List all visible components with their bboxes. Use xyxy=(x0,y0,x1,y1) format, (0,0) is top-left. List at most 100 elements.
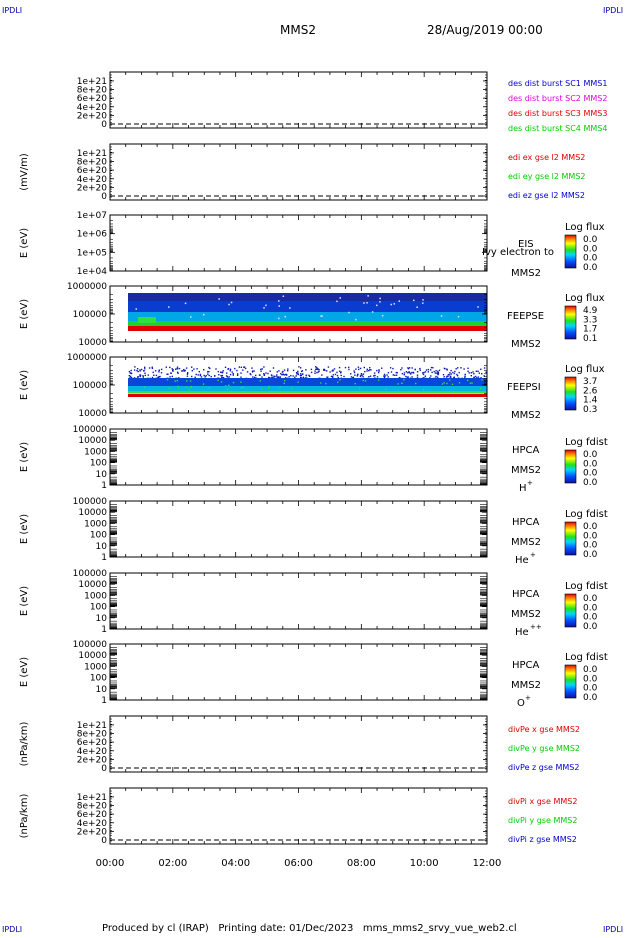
spectrogram-dot xyxy=(191,375,193,378)
y-tick-label: 100 xyxy=(90,531,107,541)
spectrogram-speck xyxy=(267,387,270,390)
spectrogram-dot xyxy=(305,369,307,371)
spectrogram-dot xyxy=(297,372,299,374)
spectrogram-speck xyxy=(449,379,451,381)
colorbar xyxy=(564,521,577,556)
spectrogram-dot xyxy=(136,368,139,370)
plot-frame xyxy=(109,500,488,558)
spectrogram-dot xyxy=(129,377,131,379)
spectrogram-dot xyxy=(334,373,337,376)
corner-mark-bottom-right: IPDLI xyxy=(603,925,623,934)
spectrogram-dot xyxy=(234,367,236,370)
spectrogram-dot xyxy=(300,367,302,369)
spectrogram-speck xyxy=(469,382,472,384)
spectrogram-dot xyxy=(253,376,256,379)
spectrogram-speck xyxy=(367,295,369,297)
spectrogram-dot xyxy=(159,375,161,378)
spectrogram-dot xyxy=(359,375,362,378)
spectrogram-dot xyxy=(338,366,341,369)
spectrogram-dot xyxy=(446,375,448,377)
plot-frame xyxy=(109,143,488,201)
spectrogram-dot xyxy=(340,372,342,374)
spectrogram-dot xyxy=(273,376,276,378)
spectrogram-speck xyxy=(284,380,286,382)
spectrogram-dot xyxy=(285,373,288,376)
instrument-label: HPCA xyxy=(512,660,540,671)
spectrogram-dot xyxy=(419,367,421,370)
spectrogram-dot xyxy=(176,366,179,368)
spectrogram-speck xyxy=(268,385,270,388)
colorbar-tick-label: 0.0 xyxy=(583,235,598,245)
species-charge-label: + xyxy=(525,694,531,702)
spectrogram-dot xyxy=(436,376,439,378)
y-tick-label: 1000 xyxy=(84,519,107,529)
spectrogram-dot xyxy=(186,373,189,375)
spectrogram-dot xyxy=(472,371,474,373)
time-tick-label: 08:00 xyxy=(347,858,376,869)
colorbar-title: Log flux xyxy=(565,364,605,375)
spectrogram-speck xyxy=(174,380,176,382)
spectrogram-dot xyxy=(183,370,186,372)
spectrogram-dot xyxy=(198,371,200,373)
spectrogram-dot xyxy=(296,373,298,375)
spectrogram-dot xyxy=(178,377,180,379)
spectrogram-speck xyxy=(376,304,378,307)
colorbar-tick-label: 0.3 xyxy=(583,405,597,415)
spectrogram-dot xyxy=(209,367,211,370)
spectrogram-dot xyxy=(442,374,445,376)
spectrogram-dot xyxy=(403,372,406,374)
spectrogram-speck xyxy=(385,388,387,390)
y-tick-label: 100000 xyxy=(73,497,108,507)
spectrogram-speck xyxy=(477,306,479,308)
spectrogram-dot xyxy=(476,377,478,379)
colorbar-tick-label: 4.9 xyxy=(583,306,598,316)
colorbar xyxy=(564,376,577,411)
spectrogram-dot xyxy=(390,371,393,373)
spectrogram-dot xyxy=(348,366,350,369)
spectrogram-speck xyxy=(190,385,192,388)
spectrogram-dot xyxy=(419,369,421,371)
spacecraft-label: MMS2 xyxy=(511,609,541,620)
spectrogram-dot xyxy=(195,373,197,376)
spectrogram-dot xyxy=(324,369,326,371)
spectrogram-speck xyxy=(364,380,367,382)
spectrogram-dot xyxy=(217,370,219,373)
spectrogram-dot xyxy=(272,367,275,369)
spectrogram-dot xyxy=(251,370,254,372)
spectrogram-speck xyxy=(202,383,205,385)
spectrogram-speck xyxy=(393,303,395,305)
spectrogram-dot xyxy=(144,374,146,377)
spectrogram-dot xyxy=(470,375,472,377)
spectrogram-dot xyxy=(178,367,181,370)
spectrogram-dot xyxy=(208,366,210,369)
spectrogram-dot xyxy=(175,368,177,370)
spectrogram-dot xyxy=(300,370,303,373)
spectrogram-dot xyxy=(153,374,155,376)
spectrogram-dot xyxy=(435,375,437,378)
spectrogram-dot xyxy=(315,368,317,370)
spectrogram-dot xyxy=(154,370,157,372)
spectrogram-dot xyxy=(433,370,435,373)
spectrogram-dot xyxy=(263,374,265,376)
spectrogram-dot xyxy=(423,371,425,374)
footer-credit: Produced by cl (IRAP) Printing date: 01/… xyxy=(102,923,517,934)
spectrogram-dot xyxy=(305,377,307,379)
spectrogram-dot xyxy=(295,375,297,377)
spectrogram-dot xyxy=(409,372,411,374)
spectrogram-dot xyxy=(205,375,207,377)
legend-entry: divPe z gse MMS2 xyxy=(508,763,579,772)
spectrogram-dot xyxy=(143,370,145,372)
spectrogram-dot xyxy=(240,376,242,378)
spectrogram-dot xyxy=(281,371,284,373)
colorbar-tick-label: 0.0 xyxy=(583,550,598,560)
legend-entry: divPe y gse MMS2 xyxy=(508,744,580,753)
plot-frame xyxy=(109,787,488,845)
spectrogram-dot xyxy=(444,368,446,370)
overlay-label: Ivy electron to xyxy=(482,247,554,258)
spectrogram-dot xyxy=(475,370,478,372)
spectrogram-dot xyxy=(378,369,380,371)
spectrogram-speck xyxy=(144,386,146,388)
